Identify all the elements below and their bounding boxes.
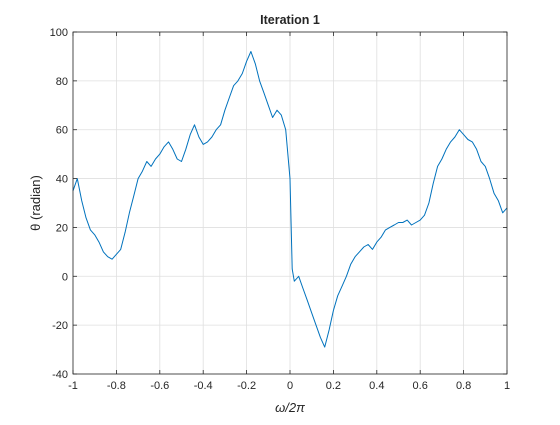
y-tick-label: -40 bbox=[52, 369, 68, 381]
series-line bbox=[72, 51, 508, 348]
y-tick-labels: -40 -20 0 20 40 60 80 100 bbox=[50, 27, 68, 381]
chart-title: Iteration 1 bbox=[260, 13, 320, 27]
series-group bbox=[72, 51, 508, 348]
x-axis-ticks bbox=[72, 32, 508, 374]
x-axis-label: ω/2π bbox=[275, 400, 305, 415]
x-tick-label: -0.4 bbox=[194, 380, 213, 392]
y-tick-label: -20 bbox=[52, 320, 68, 332]
y-tick-label: 0 bbox=[62, 271, 68, 283]
x-tick-label: -0.2 bbox=[237, 380, 256, 392]
y-tick-label: 40 bbox=[56, 174, 68, 186]
x-tick-labels: -1 -0.8 -0.6 -0.4 -0.2 0 0.2 0.4 0.6 0.8 1 bbox=[68, 380, 510, 392]
x-tick-label: 1 bbox=[504, 380, 510, 392]
y-tick-label: 20 bbox=[56, 222, 68, 234]
x-tick-label: -0.6 bbox=[150, 380, 169, 392]
y-tick-label: 60 bbox=[56, 125, 68, 137]
x-tick-label: 0.2 bbox=[326, 380, 341, 392]
y-axis-ticks bbox=[73, 31, 507, 375]
x-tick-label: 0.8 bbox=[456, 380, 471, 392]
x-tick-label: 0.6 bbox=[413, 380, 428, 392]
y-tick-label: 100 bbox=[50, 27, 68, 39]
x-tick-label: 0.4 bbox=[369, 380, 384, 392]
y-tick-label: 80 bbox=[56, 76, 68, 88]
x-tick-label: -0.8 bbox=[107, 380, 126, 392]
y-axis-label: θ (radian) bbox=[28, 175, 43, 231]
x-tick-label: 0 bbox=[287, 380, 293, 392]
x-tick-label: -1 bbox=[68, 380, 78, 392]
